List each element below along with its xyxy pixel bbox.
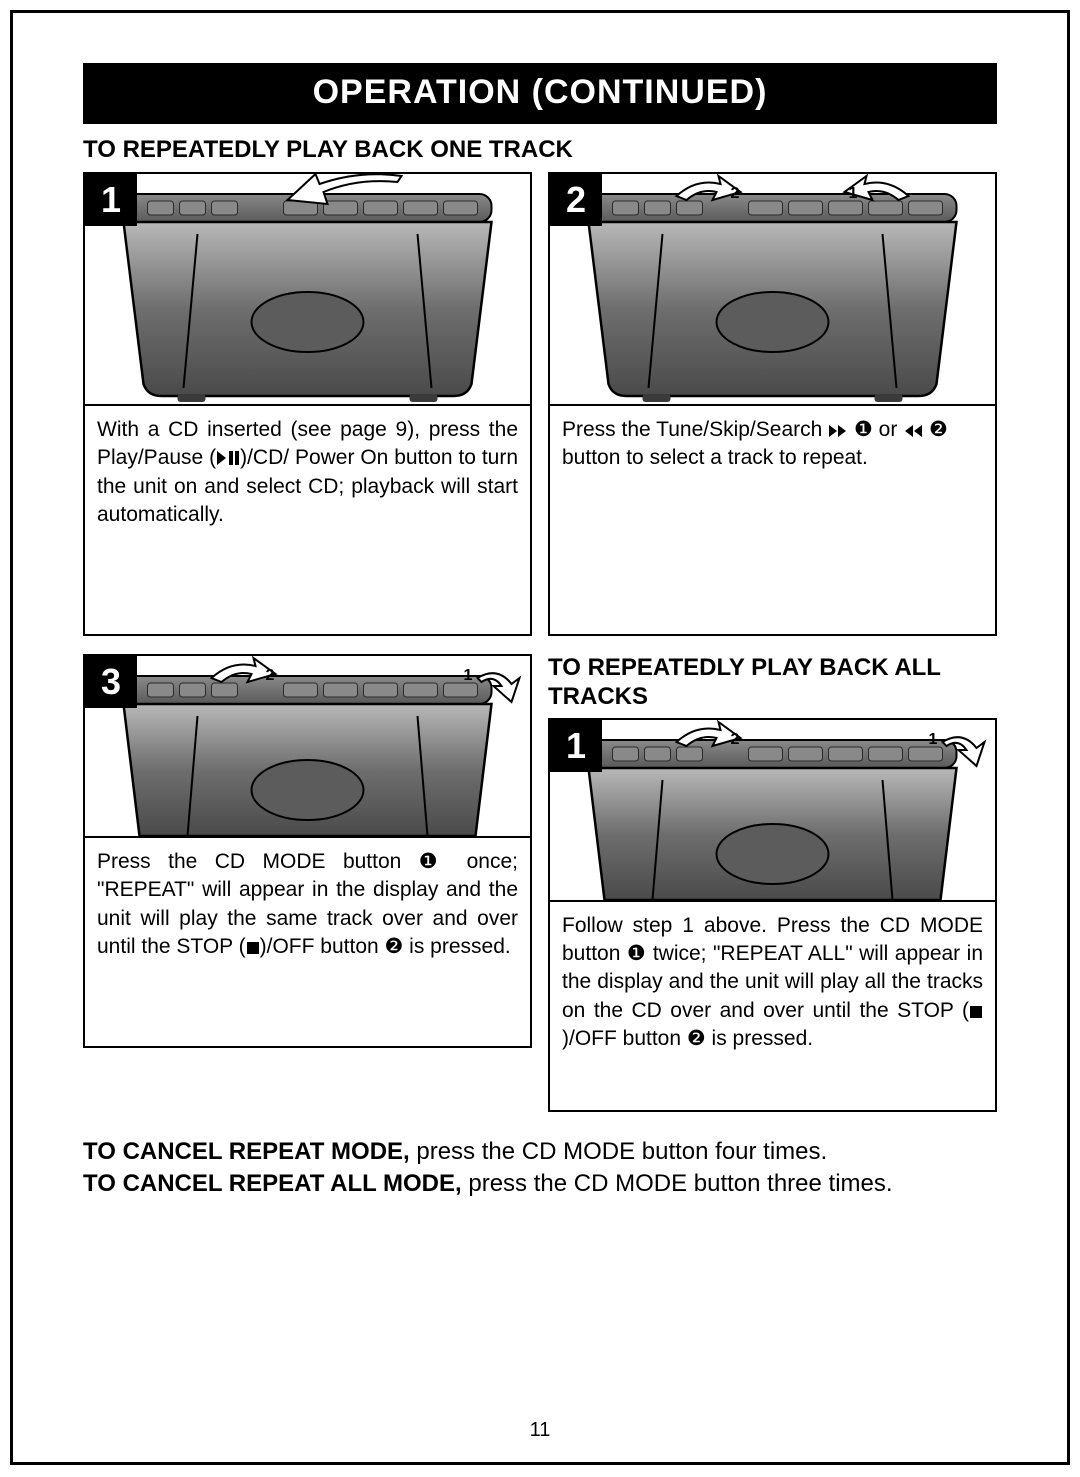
- play-pause-icon: [216, 450, 240, 466]
- step-4-text-b: )/OFF button ❷ is pressed.: [562, 1027, 813, 1050]
- step-3-col: 3: [83, 654, 532, 1112]
- svg-text:1: 1: [464, 667, 473, 684]
- step-4-text-a: Follow step 1 above. Press the CD MODE b…: [562, 914, 983, 1022]
- step-3-figure: 3: [83, 654, 532, 838]
- cancel-instructions: TO CANCEL REPEAT MODE, press the CD MODE…: [83, 1136, 997, 1201]
- page-number: 11: [13, 1419, 1067, 1442]
- section-title-1: TO REPEATEDLY PLAY BACK ONE TRACK: [83, 136, 997, 164]
- cancel-repeat-all-rest: press the CD MODE button three times.: [462, 1170, 893, 1197]
- manual-page: OPERATION (CONTINUED) TO REPEATEDLY PLAY…: [10, 10, 1070, 1465]
- step-3-caption: Press the CD MODE button ❶ once; "REPEAT…: [83, 838, 532, 1048]
- step-2-text-b: ❶ or: [848, 418, 903, 441]
- stop-icon: [246, 941, 260, 955]
- svg-text:2: 2: [731, 731, 740, 748]
- step-1-figure: 1: [83, 172, 532, 406]
- step-2-number: 2: [550, 174, 602, 226]
- step-2-caption: Press the Tune/Skip/Search ❶ or ❷ button…: [548, 406, 997, 636]
- step-3-number: 3: [85, 656, 137, 708]
- step-3-text-b: )/OFF button ❷ is pressed.: [260, 935, 511, 958]
- step-4-number: 1: [550, 720, 602, 772]
- step-2-figure: 2: [548, 172, 997, 406]
- svg-text:1: 1: [849, 185, 858, 202]
- section-title-2: TO REPEATEDLY PLAY BACK ALL TRACKS: [548, 654, 997, 712]
- svg-text:2: 2: [266, 667, 275, 684]
- svg-text:1: 1: [929, 731, 938, 748]
- step-4-caption: Follow step 1 above. Press the CD MODE b…: [548, 902, 997, 1112]
- section-2-col: TO REPEATEDLY PLAY BACK ALL TRACKS 1: [548, 654, 997, 1112]
- fast-forward-icon: [828, 424, 848, 438]
- step-2-col: 2: [548, 172, 997, 636]
- svg-text:2: 2: [731, 185, 740, 202]
- step-1-col: 1: [83, 172, 532, 636]
- cancel-repeat-bold: TO CANCEL REPEAT MODE,: [83, 1138, 410, 1165]
- stop-icon: [969, 1005, 983, 1019]
- step-4-figure: 1: [548, 718, 997, 902]
- cancel-repeat-all-bold: TO CANCEL REPEAT ALL MODE,: [83, 1170, 462, 1197]
- step-1-number: 1: [85, 174, 137, 226]
- row-2: 3: [83, 654, 997, 1112]
- row-1: 1: [83, 172, 997, 636]
- step-2-text-a: Press the Tune/Skip/Search: [562, 418, 828, 441]
- cancel-repeat-rest: press the CD MODE button four times.: [410, 1138, 827, 1165]
- rewind-icon: [903, 424, 923, 438]
- step-1-caption: With a CD inserted (see page 9), press t…: [83, 406, 532, 636]
- page-header: OPERATION (CONTINUED): [83, 63, 997, 124]
